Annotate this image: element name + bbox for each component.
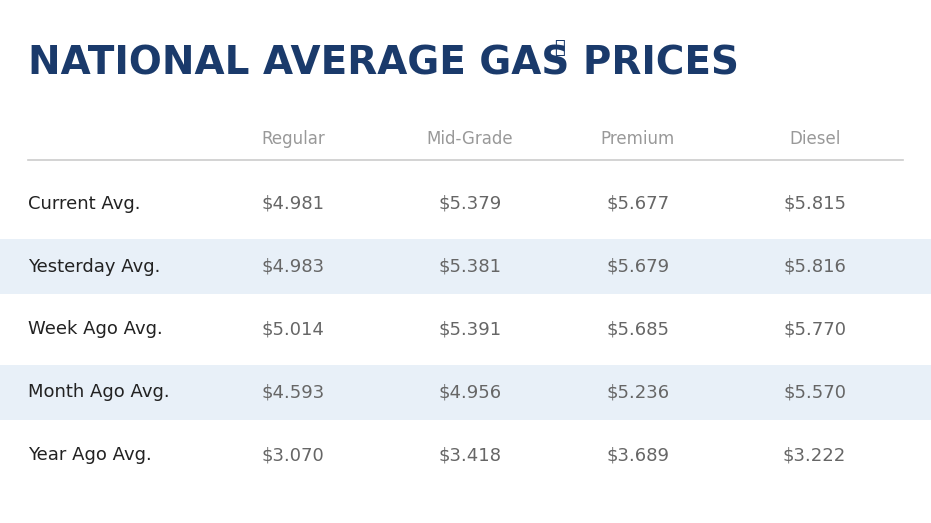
Text: ⓘ: ⓘ [554, 39, 565, 57]
Text: $5.379: $5.379 [439, 195, 502, 213]
Text: $3.689: $3.689 [606, 446, 669, 464]
Text: $3.222: $3.222 [783, 446, 846, 464]
Text: $5.679: $5.679 [606, 258, 669, 276]
Text: $4.593: $4.593 [262, 383, 325, 401]
Text: Month Ago Avg.: Month Ago Avg. [28, 383, 169, 401]
Text: $4.956: $4.956 [439, 383, 502, 401]
Text: Regular: Regular [262, 130, 325, 147]
Text: $5.685: $5.685 [606, 321, 669, 338]
Text: Yesterday Avg.: Yesterday Avg. [28, 258, 160, 276]
Text: $4.983: $4.983 [262, 258, 325, 276]
Text: $5.815: $5.815 [783, 195, 846, 213]
Text: Diesel: Diesel [789, 130, 841, 147]
Text: Year Ago Avg.: Year Ago Avg. [28, 446, 152, 464]
Text: Week Ago Avg.: Week Ago Avg. [28, 321, 163, 338]
Text: $3.070: $3.070 [262, 446, 325, 464]
Text: Premium: Premium [600, 130, 675, 147]
Text: $5.770: $5.770 [783, 321, 846, 338]
Text: NATIONAL AVERAGE GAS PRICES: NATIONAL AVERAGE GAS PRICES [28, 44, 739, 83]
Text: $5.391: $5.391 [439, 321, 502, 338]
Text: $5.570: $5.570 [783, 383, 846, 401]
Text: $4.981: $4.981 [262, 195, 325, 213]
Text: $5.014: $5.014 [262, 321, 325, 338]
Text: $5.677: $5.677 [606, 195, 669, 213]
Text: $3.418: $3.418 [439, 446, 502, 464]
FancyBboxPatch shape [0, 365, 931, 419]
Text: $5.236: $5.236 [606, 383, 669, 401]
Text: $5.381: $5.381 [439, 258, 502, 276]
Text: Current Avg.: Current Avg. [28, 195, 141, 213]
Text: $5.816: $5.816 [783, 258, 846, 276]
FancyBboxPatch shape [0, 240, 931, 294]
Text: Mid-Grade: Mid-Grade [426, 130, 514, 147]
